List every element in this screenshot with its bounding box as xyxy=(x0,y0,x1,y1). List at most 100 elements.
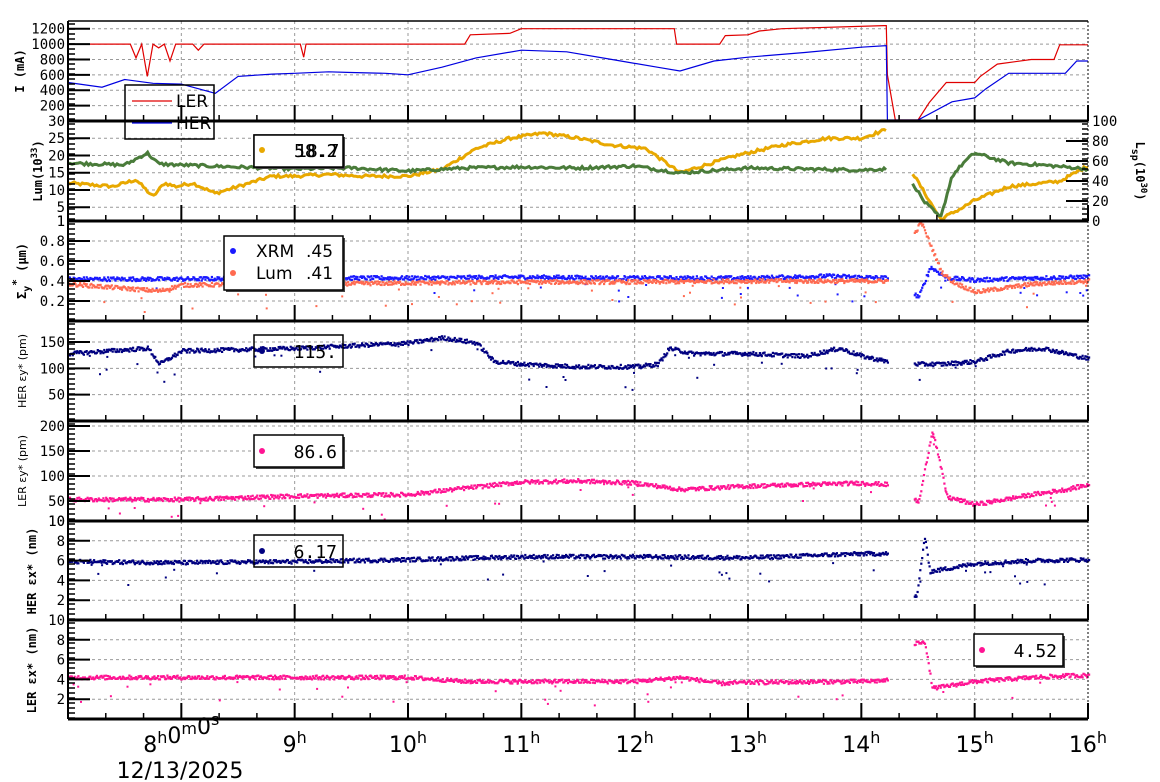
data-point xyxy=(917,224,920,227)
data-point xyxy=(90,560,93,564)
data-point xyxy=(801,483,804,486)
data-point xyxy=(159,497,162,500)
data-point xyxy=(651,365,654,368)
data-point xyxy=(533,480,536,483)
outlier-point xyxy=(855,372,858,375)
data-point xyxy=(1002,279,1005,282)
data-point xyxy=(220,279,223,282)
data-point xyxy=(640,277,643,281)
data-point xyxy=(221,278,225,281)
data-point xyxy=(544,281,547,284)
data-point xyxy=(418,492,421,495)
data-point xyxy=(510,483,513,486)
data-point xyxy=(547,277,550,281)
data-point xyxy=(746,275,749,278)
data-point xyxy=(562,275,565,278)
data-point xyxy=(352,280,355,283)
data-point xyxy=(997,279,1000,282)
outlier-point xyxy=(739,286,742,289)
data-point xyxy=(583,277,586,280)
data-point xyxy=(89,558,92,561)
data-point xyxy=(404,281,407,284)
data-point xyxy=(175,276,178,279)
data-point xyxy=(496,360,499,363)
data-point xyxy=(822,274,825,277)
data-point xyxy=(1007,498,1010,502)
data-point xyxy=(683,350,686,353)
data-point xyxy=(748,483,751,487)
data-point xyxy=(634,480,637,483)
data-point xyxy=(809,483,812,486)
data-point xyxy=(637,276,640,279)
data-point xyxy=(166,276,169,279)
data-point xyxy=(507,360,510,363)
data-point xyxy=(417,342,420,345)
outlier-point xyxy=(494,502,497,505)
data-point xyxy=(645,484,648,487)
data-point xyxy=(186,498,189,501)
data-point xyxy=(374,280,378,283)
data-point xyxy=(1076,276,1080,279)
data-point xyxy=(969,359,972,362)
data-point xyxy=(501,276,504,279)
outlier-point xyxy=(155,287,158,290)
data-point xyxy=(129,278,132,281)
data-point xyxy=(250,498,253,501)
data-point xyxy=(956,363,959,367)
data-point xyxy=(107,285,111,288)
data-point xyxy=(329,558,332,561)
data-point xyxy=(451,556,454,559)
data-point xyxy=(856,352,859,355)
data-point xyxy=(158,362,162,365)
data-point xyxy=(770,355,774,358)
outlier-point xyxy=(851,300,854,303)
data-point xyxy=(203,350,206,353)
data-point xyxy=(972,288,975,292)
data-point xyxy=(984,280,987,283)
data-point xyxy=(573,365,576,369)
data-point xyxy=(370,494,373,497)
data-point xyxy=(272,497,276,500)
data-point xyxy=(492,277,495,280)
data-point xyxy=(754,278,757,281)
data-point xyxy=(1084,278,1087,282)
outlier-point xyxy=(760,361,763,364)
data-point xyxy=(371,561,374,564)
outlier-point xyxy=(539,286,542,289)
outlier-point xyxy=(254,355,257,358)
data-point xyxy=(388,495,391,498)
data-point xyxy=(420,490,423,493)
data-point xyxy=(551,482,554,485)
data-point xyxy=(1021,493,1024,496)
data-point xyxy=(365,558,368,561)
data-point xyxy=(857,481,860,484)
data-point xyxy=(201,562,204,565)
data-point xyxy=(657,280,660,283)
data-point xyxy=(429,276,432,280)
data-point xyxy=(791,483,794,486)
data-point xyxy=(546,275,549,278)
data-point xyxy=(577,275,580,278)
data-point xyxy=(638,366,641,369)
data-point xyxy=(538,365,541,368)
data-point xyxy=(772,355,775,358)
data-point xyxy=(499,482,502,485)
outlier-point xyxy=(559,365,562,368)
data-point xyxy=(773,482,776,485)
data-point xyxy=(1032,495,1035,498)
outlier-point xyxy=(932,443,935,446)
data-point xyxy=(655,487,659,490)
data-point xyxy=(341,492,344,495)
data-point xyxy=(475,487,478,490)
data-point xyxy=(137,278,140,281)
data-point xyxy=(182,279,185,282)
data-point xyxy=(800,481,803,484)
data-point xyxy=(584,480,587,483)
data-point xyxy=(683,490,686,493)
data-point xyxy=(628,366,631,370)
data-point xyxy=(985,503,988,506)
data-point xyxy=(292,347,295,350)
data-point xyxy=(709,279,712,282)
data-point xyxy=(97,286,100,289)
data-point xyxy=(1039,493,1042,496)
